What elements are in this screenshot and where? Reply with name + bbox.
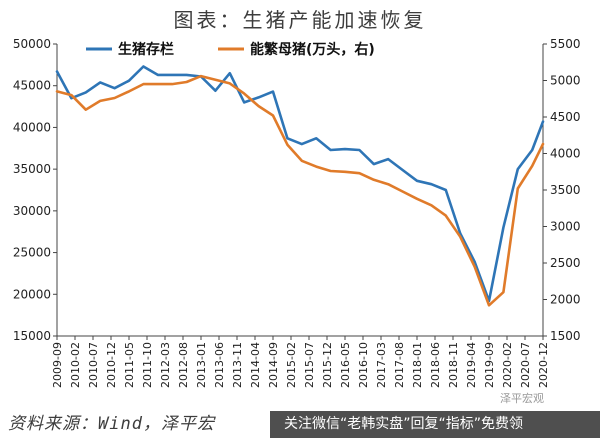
x-axis-tick-label: 2010-07 <box>87 342 100 388</box>
right-axis-tick-label: 3500 <box>550 183 581 197</box>
left-axis-tick-label: 30000 <box>13 204 51 218</box>
watermark-banner: 关注微信“老韩实盘”回复“指标”免费领 <box>270 411 600 438</box>
x-axis-tick-label: 2013-11 <box>231 342 244 388</box>
x-axis-tick-label: 2013-01 <box>195 342 208 388</box>
right-axis-tick-label: 2000 <box>550 293 581 307</box>
left-axis-tick-label: 35000 <box>13 162 51 176</box>
x-axis-tick-label: 2020-07 <box>519 342 532 388</box>
x-axis-tick-label: 2012-08 <box>177 342 190 388</box>
x-axis-tick-label: 2011-05 <box>123 342 136 388</box>
x-axis-tick-label: 2018-06 <box>429 342 442 388</box>
page-title: 图表：生猪产能加速恢复 <box>173 8 427 32</box>
left-axis-tick-label: 25000 <box>13 246 51 260</box>
x-axis-tick-label: 2017-08 <box>393 342 406 388</box>
x-axis-tick-label: 2020-12 <box>537 342 550 388</box>
right-axis-tick-label: 5000 <box>550 74 581 88</box>
x-axis-tick-label: 2015-12 <box>321 342 334 388</box>
watermark-tag: 泽平宏观 <box>500 392 544 405</box>
right-axis-tick-label: 4500 <box>550 110 581 124</box>
x-axis-tick-label: 2010-02 <box>69 342 82 388</box>
left-axis-tick-label: 50000 <box>13 37 51 51</box>
right-axis-tick-label: 1500 <box>550 329 581 343</box>
x-axis-tick-label: 2015-07 <box>303 342 316 388</box>
left-axis-tick-label: 45000 <box>13 79 51 93</box>
x-axis-tick-label: 2012-03 <box>159 342 172 388</box>
x-axis-tick-label: 2011-10 <box>141 342 154 388</box>
x-axis-tick-label: 2020-02 <box>501 342 514 388</box>
x-axis-tick-label: 2009-09 <box>51 342 64 388</box>
x-axis-tick-label: 2019-04 <box>465 342 478 388</box>
x-axis-tick-label: 2018-11 <box>447 342 460 388</box>
legend-label-1: 生猪存栏 <box>118 41 174 58</box>
right-axis-tick-label: 2500 <box>550 256 581 270</box>
right-axis-tick-label: 4000 <box>550 147 581 161</box>
left-axis-tick-label: 15000 <box>13 329 51 343</box>
x-axis-tick-label: 2018-01 <box>411 342 424 388</box>
x-axis-tick-label: 2016-05 <box>339 342 352 388</box>
chart-source: 资料来源：Wind，泽平宏 <box>8 414 215 434</box>
legend-label-2: 能繁母猪(万头，右) <box>250 41 375 58</box>
left-axis-tick-label: 40000 <box>13 120 51 134</box>
series-line-1 <box>55 65 545 303</box>
x-axis-tick-label: 2015-02 <box>285 342 298 388</box>
left-axis-tick-label: 20000 <box>13 287 51 301</box>
x-axis-tick-label: 2017-03 <box>375 342 388 388</box>
x-axis-tick-label: 2010-12 <box>105 342 118 388</box>
series-line-2 <box>55 74 545 307</box>
x-axis-tick-label: 2014-09 <box>267 342 280 388</box>
x-axis-tick-label: 2019-09 <box>483 342 496 388</box>
right-axis-tick-label: 5500 <box>550 37 581 51</box>
x-axis-tick-label: 2014-04 <box>249 342 262 388</box>
x-axis-tick-label: 2016-10 <box>357 342 370 388</box>
right-axis-tick-label: 3000 <box>550 220 581 234</box>
x-axis-tick-label: 2013-06 <box>213 342 226 388</box>
